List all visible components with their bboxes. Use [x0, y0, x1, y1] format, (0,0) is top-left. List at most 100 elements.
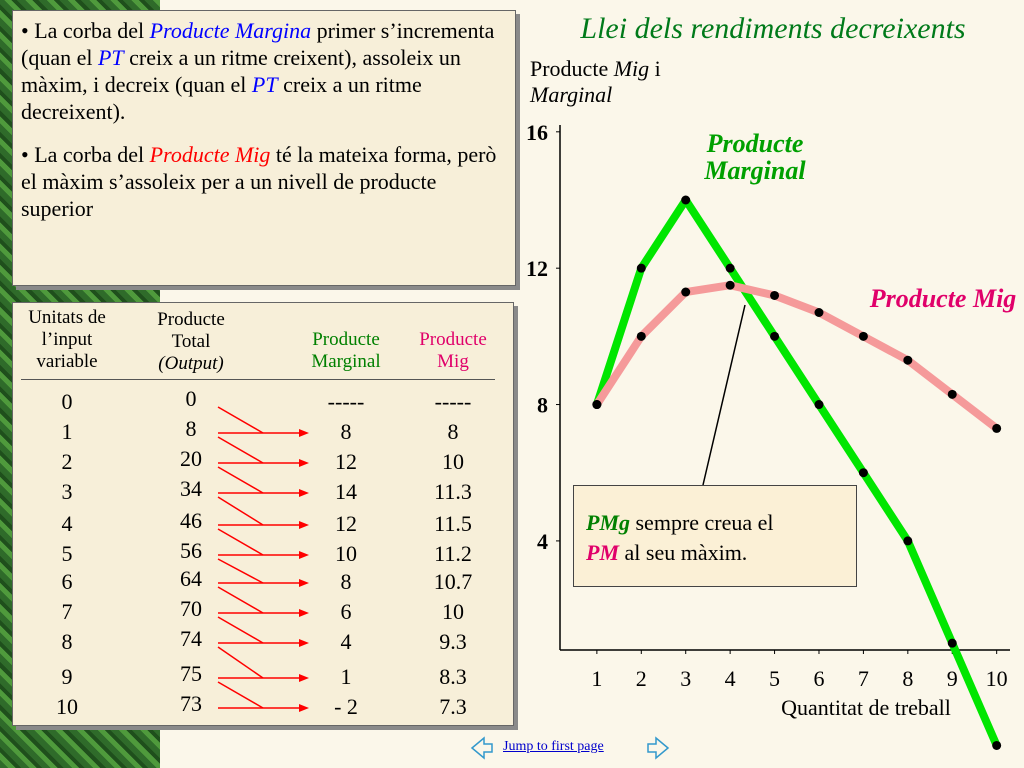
table-cell: 11.5 [434, 511, 472, 536]
table-cell: 8 [61, 629, 73, 654]
table-cell: 73 [180, 691, 202, 716]
table-cell: 46 [180, 508, 202, 533]
table-cell: 75 [180, 661, 202, 686]
table-cell: 4 [340, 629, 352, 654]
column-header: Unitats de l’input variable [12, 307, 122, 373]
paragraph: • La corba del Producte Mig té la mateix… [21, 141, 507, 222]
header-line: Marginal [311, 351, 381, 372]
x-tick-label: 4 [725, 666, 736, 691]
y-tick-label: 16 [526, 120, 548, 145]
nav-arrows [470, 736, 670, 760]
paragraph: • La corba del Producte Margina primer s… [21, 17, 507, 125]
data-point [814, 400, 824, 410]
text: Producte Mig [149, 142, 271, 167]
header-line: (Output) [158, 353, 224, 374]
arrow-head [299, 429, 309, 437]
arrow-head [299, 489, 309, 497]
arrow-head [299, 704, 309, 712]
table-cell: 8 [447, 419, 459, 444]
table-cell: 70 [180, 596, 202, 621]
data-point [947, 389, 957, 399]
text: primer s’incrementa (quan el [21, 18, 495, 70]
data-point [681, 195, 691, 205]
text: creix a un ritme creixent), assoleix un … [21, 45, 461, 97]
arrow-head [299, 551, 309, 559]
table-cell: 10.7 [433, 569, 473, 594]
text: PT [251, 72, 278, 97]
arrow-line [217, 496, 264, 526]
header-rule [21, 379, 495, 380]
arrow-line [217, 646, 264, 679]
data-point [636, 263, 646, 273]
column-header: Producte Total (Output) [136, 309, 246, 375]
arrows [217, 406, 309, 712]
data-point [858, 468, 868, 478]
table-cell: 0 [185, 386, 197, 411]
annotation: PMg sempre creua el PM al seu màxim. [573, 485, 857, 587]
data-point [725, 263, 735, 273]
arrow-line [217, 558, 264, 584]
y-tick-label: 12 [526, 256, 548, 281]
table-cell: 4 [61, 511, 73, 536]
text: Producte Margina [149, 18, 312, 43]
x-tick-label: 9 [947, 666, 958, 691]
arrow-head [299, 521, 309, 529]
table-cell: 8.3 [439, 664, 467, 689]
column-header: Producte Mig [398, 329, 508, 373]
table-cell: 6 [340, 599, 352, 624]
next-arrow[interactable] [647, 736, 670, 760]
data-point [725, 280, 735, 290]
arrow-line [217, 528, 264, 556]
table-cell: 8 [340, 419, 352, 444]
prev-arrow[interactable] [470, 736, 493, 760]
x-axis-label: Quantitat de treball [781, 695, 951, 720]
table-cell: 64 [180, 566, 202, 591]
table-cell: 2 [61, 449, 73, 474]
table-cell: 12 [335, 511, 357, 536]
series-label: Producte Marginal [704, 129, 806, 185]
x-tick-label: 3 [680, 666, 691, 691]
header-line: Producte [419, 329, 487, 350]
table-cell: 5 [61, 541, 73, 566]
arrow-line [217, 436, 264, 464]
data-point [592, 400, 602, 410]
text: PM [586, 540, 619, 565]
text: té la mateixa forma, però el màxim s’ass… [21, 142, 497, 221]
data-point [858, 331, 868, 341]
arrow-line [217, 586, 264, 614]
data-point [770, 331, 780, 341]
table-cell: 10 [335, 541, 357, 566]
header-line: l’input [41, 329, 93, 350]
table-cell: 0 [61, 389, 73, 414]
x-tick-label: 10 [986, 666, 1008, 691]
chart-title: Llei dels rendiments decreixents [579, 12, 965, 45]
table-cell: 8 [340, 569, 352, 594]
y-tick-label: 4 [537, 529, 548, 554]
series-line [592, 196, 1001, 750]
y-axis-label: Producte Mig i Marginal [530, 56, 661, 108]
header-line: Unitats de [28, 307, 106, 328]
table-cell: ----- [327, 389, 365, 414]
table-cell: 1 [61, 419, 73, 444]
y-tick-label: 8 [537, 393, 548, 418]
text: i [649, 56, 661, 81]
table-cell: 11.2 [434, 541, 472, 566]
text: al seu màxim. [619, 540, 748, 565]
data-point [681, 287, 691, 297]
header-line: Total [171, 331, 211, 352]
nav-link[interactable]: Jump to first page [503, 739, 604, 754]
x-tick-label: 1 [591, 666, 602, 691]
arrow-line [217, 681, 264, 709]
table: Unitats de l’input variable Producte Total (O… [12, 302, 514, 726]
header-line: variable [36, 351, 98, 372]
text: Marginal [530, 82, 613, 107]
x-tick-label: 6 [813, 666, 824, 691]
table-cell: 10 [442, 599, 464, 624]
table-cell: 10 [442, 449, 464, 474]
table-cell: 10 [56, 694, 78, 719]
text: Mig [613, 56, 650, 81]
series-line [592, 281, 1001, 433]
text: • La corba del [21, 142, 150, 167]
text: • La corba del [21, 18, 150, 43]
